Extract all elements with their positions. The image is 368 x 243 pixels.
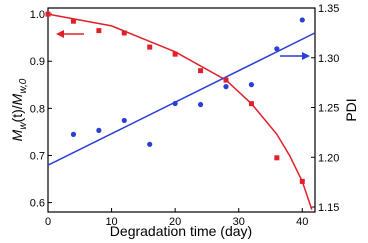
data-point: [248, 101, 254, 107]
fit-line: [47, 32, 316, 166]
data-point: [121, 117, 127, 124]
data-point: [299, 178, 305, 184]
x-tick-label: 10: [105, 216, 117, 228]
data-point: [172, 100, 178, 107]
data-point: [96, 127, 102, 133]
data-point: [198, 68, 204, 74]
data-point: [70, 131, 77, 137]
data-point: [147, 141, 153, 147]
y2-tick-label: 1.20: [318, 152, 339, 164]
y-label-part: w,0: [18, 78, 29, 93]
data-point: [248, 82, 255, 88]
y-tick-label: 0.9: [30, 56, 45, 68]
y-tick-label: 0.6: [30, 198, 45, 210]
data-point: [96, 28, 102, 34]
y-tick-label: 0.8: [30, 103, 45, 115]
data-point: [274, 46, 280, 52]
left-arrow: [56, 30, 84, 38]
data-point: [147, 44, 153, 50]
fit-line: [47, 13, 313, 210]
y-tick-label: 0.7: [30, 150, 45, 162]
y-axis-label: Mw(t)/Mw,0: [9, 78, 29, 141]
y-label-part: M: [9, 129, 25, 141]
data-point: [274, 155, 280, 161]
y-label-part: (t)/: [9, 105, 25, 122]
y2-tick-label: 1.15: [318, 202, 339, 214]
y-label-part: w: [18, 122, 29, 130]
y2-tick-label: 1.30: [318, 53, 339, 65]
data-point: [121, 30, 127, 36]
y2-axis-label: PDI: [343, 98, 359, 121]
right-arrow: [280, 52, 310, 60]
x-axis-label: Degradation time (day): [110, 223, 252, 239]
y-tick-label: 1.0: [30, 9, 45, 21]
plot-frame: [47, 7, 316, 213]
data-point: [172, 51, 178, 57]
data-point: [299, 17, 305, 23]
x-tick-label: 20: [169, 216, 181, 228]
y-label-part: M: [9, 93, 25, 105]
data-point: [197, 101, 204, 108]
data-point: [45, 11, 51, 17]
y2-tick-label: 1.35: [318, 3, 339, 15]
data-point: [223, 77, 229, 83]
data-point: [223, 84, 229, 90]
x-tick-label: 30: [233, 216, 245, 228]
y2-tick-label: 1.25: [318, 103, 339, 115]
x-tick-label: 0: [45, 216, 51, 228]
x-tick-label: 40: [296, 216, 308, 228]
data-point: [70, 18, 76, 24]
